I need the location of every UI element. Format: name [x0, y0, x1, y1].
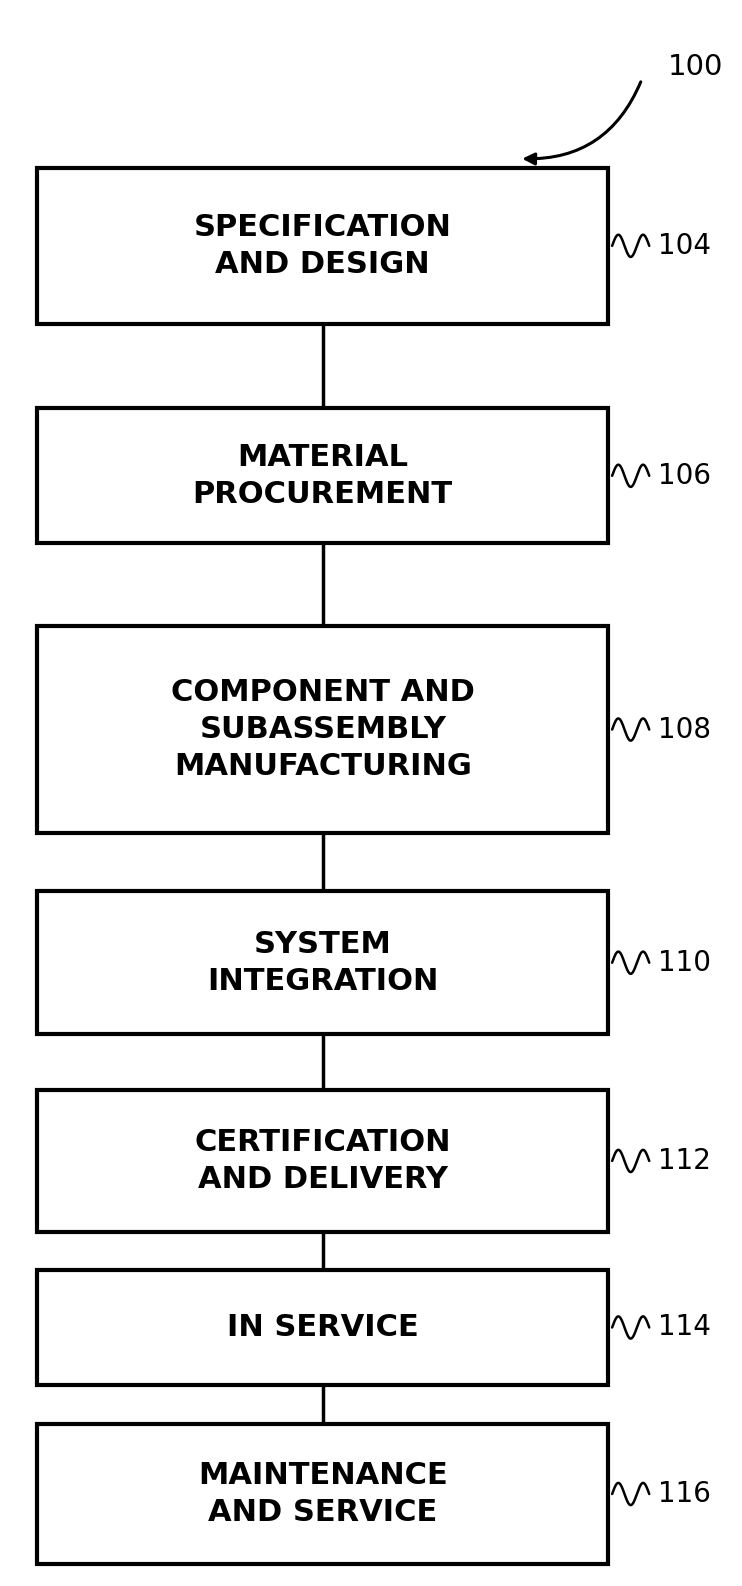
- Bar: [37, 891, 608, 1034]
- Text: IN SERVICE: IN SERVICE: [227, 1313, 418, 1342]
- Bar: [37, 1424, 608, 1564]
- Bar: [37, 168, 608, 324]
- Bar: [37, 1090, 608, 1232]
- Text: 116: 116: [658, 1480, 711, 1508]
- Text: 114: 114: [658, 1313, 711, 1342]
- Text: SYSTEM
INTEGRATION: SYSTEM INTEGRATION: [207, 929, 439, 996]
- Text: 106: 106: [658, 462, 711, 490]
- Text: 112: 112: [658, 1147, 711, 1175]
- Text: SPECIFICATION
AND DESIGN: SPECIFICATION AND DESIGN: [194, 213, 452, 279]
- FancyArrowPatch shape: [525, 82, 641, 163]
- Text: 104: 104: [658, 232, 711, 260]
- Text: MATERIAL
PROCUREMENT: MATERIAL PROCUREMENT: [193, 442, 453, 509]
- Text: 108: 108: [658, 715, 711, 744]
- Bar: [37, 1270, 608, 1385]
- Text: COMPONENT AND
SUBASSEMBLY
MANUFACTURING: COMPONENT AND SUBASSEMBLY MANUFACTURING: [171, 677, 475, 782]
- Bar: [37, 626, 608, 833]
- Text: 100: 100: [668, 52, 723, 81]
- Bar: [37, 409, 608, 544]
- Text: CERTIFICATION
AND DELIVERY: CERTIFICATION AND DELIVERY: [194, 1128, 451, 1194]
- Text: 110: 110: [658, 948, 711, 977]
- Text: MAINTENANCE
AND SERVICE: MAINTENANCE AND SERVICE: [198, 1461, 447, 1527]
